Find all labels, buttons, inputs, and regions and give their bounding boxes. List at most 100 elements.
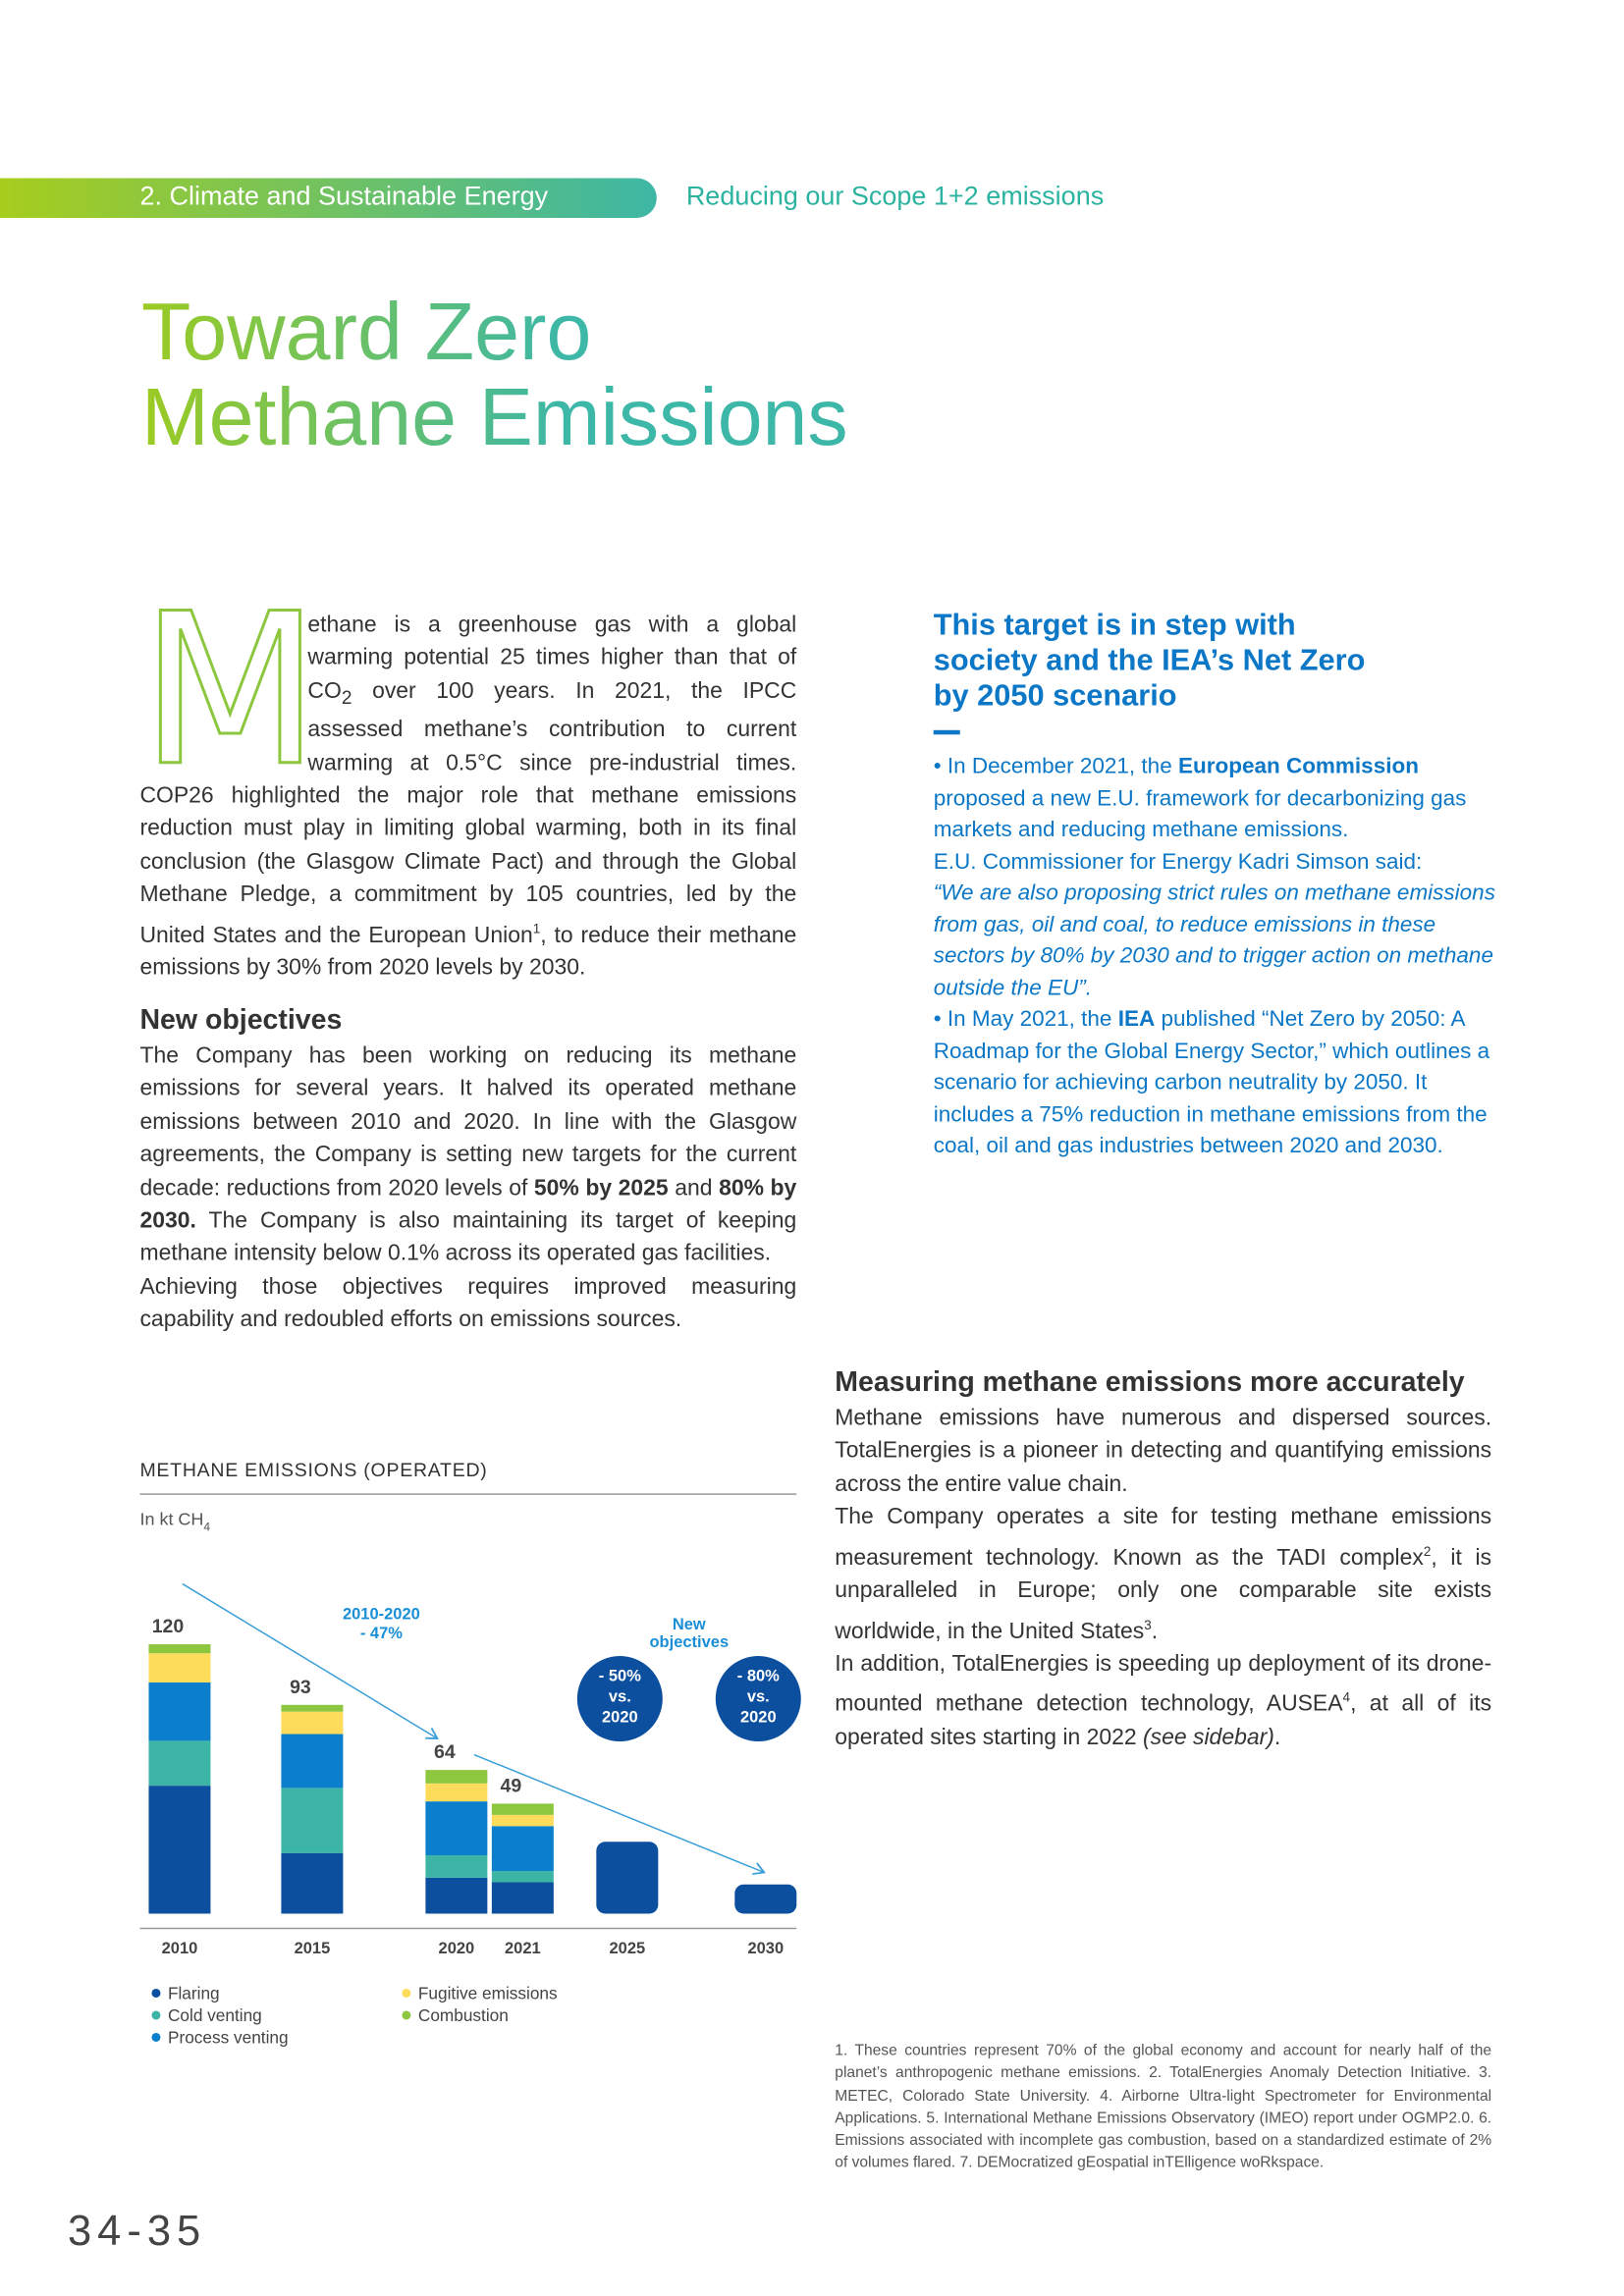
x-tick-label: 2010 bbox=[162, 1940, 198, 1957]
text: The Company operates a site for testing … bbox=[835, 1504, 1492, 1571]
target-bar bbox=[734, 1884, 797, 1914]
subsection-label: Reducing our Scope 1+2 emissions bbox=[685, 181, 1105, 211]
measuring-heading-box: Measuring methane emissions more accurat… bbox=[835, 1367, 1464, 1400]
footnote-ref: 1 bbox=[532, 921, 541, 936]
bar-segment bbox=[148, 1740, 211, 1787]
legend-label: Cold venting bbox=[168, 2005, 262, 2025]
legend-swatch bbox=[402, 2010, 411, 2020]
italic-text: (see sidebar) bbox=[1142, 1725, 1274, 1750]
bar-segment bbox=[491, 1814, 554, 1827]
heading-line: by 2050 scenario bbox=[933, 678, 1177, 713]
text: E.U. Commissioner for Energy Kadri Simso… bbox=[933, 848, 1423, 875]
bold-text: 50% by 2025 bbox=[533, 1175, 669, 1201]
x-tick-label: 2020 bbox=[439, 1940, 475, 1957]
legend-label: Process venting bbox=[168, 2027, 289, 2047]
annotation: 2020 bbox=[740, 1709, 777, 1727]
bold-text: 80% by 2030. bbox=[139, 1175, 797, 1234]
text: published “Net Zero by 2050: A Roadmap f… bbox=[933, 1006, 1490, 1159]
page-number: 34-35 bbox=[67, 2208, 207, 2256]
chart: METHANE EMISSIONS (OPERATED) In kt CH4 1… bbox=[139, 1460, 801, 2047]
unit-label: In kt CH4 bbox=[139, 1510, 210, 1534]
text: . bbox=[1273, 1725, 1281, 1750]
text: The Company has been working on reducing… bbox=[139, 1043, 797, 1201]
legend-swatch bbox=[151, 2032, 161, 2042]
title-line: Toward Zero bbox=[140, 285, 592, 377]
x-tick-label: 2025 bbox=[609, 1940, 645, 1957]
legend-label: Combustion bbox=[418, 2005, 509, 2025]
objectives: The Company has been working on reducing… bbox=[139, 1041, 796, 1337]
bar-segment bbox=[281, 1704, 344, 1712]
legend-swatch bbox=[151, 1988, 161, 1998]
bar-segment bbox=[491, 1803, 554, 1815]
chart-title: METHANE EMISSIONS (OPERATED) bbox=[139, 1460, 487, 1481]
legend-label: Flaring bbox=[168, 1983, 220, 2002]
text: proposed a new E.U. framework for decarb… bbox=[933, 785, 1467, 842]
trend-arrow bbox=[182, 1582, 439, 1739]
x-tick-label: 2021 bbox=[505, 1940, 541, 1957]
drop-cap: M bbox=[138, 569, 322, 813]
text: , to reduce their methane emissions by 3… bbox=[139, 922, 797, 982]
total-label: 64 bbox=[434, 1741, 456, 1763]
text: . bbox=[1151, 1618, 1159, 1644]
trend-arrow bbox=[473, 1753, 766, 1875]
section-heading: Measuring methane emissions more accurat… bbox=[835, 1367, 1465, 1399]
bar-segment bbox=[491, 1826, 554, 1872]
footnote-ref: 3 bbox=[1144, 1617, 1152, 1632]
annotation: vs. bbox=[747, 1688, 770, 1706]
bar-segment bbox=[425, 1770, 488, 1784]
annotation: - 47% bbox=[360, 1625, 403, 1642]
text: The Company is also maintaining its targ… bbox=[139, 1208, 797, 1267]
total-label: 93 bbox=[290, 1677, 311, 1698]
bar-segment bbox=[425, 1877, 488, 1914]
total-label: 120 bbox=[152, 1616, 185, 1637]
bullet: • In December 2021, the European Commiss… bbox=[934, 751, 1496, 1004]
bar-segment bbox=[281, 1852, 344, 1914]
bar-segment bbox=[148, 1786, 211, 1914]
bar-segment bbox=[281, 1788, 344, 1853]
section-pill bbox=[0, 178, 657, 218]
sidebar-rule bbox=[933, 729, 960, 735]
bold-text: European Commission bbox=[1177, 753, 1419, 779]
bar-segment bbox=[491, 1882, 554, 1914]
section-label: 2. Climate and Sustainable Energy bbox=[139, 181, 549, 211]
text: and bbox=[668, 1175, 720, 1201]
heading-line: society and the IEA’s Net Zero bbox=[933, 643, 1366, 677]
bar-segment bbox=[425, 1801, 488, 1856]
bullet: • In May 2021, the IEA published “Net Ze… bbox=[934, 1004, 1496, 1162]
bar-segment bbox=[148, 1682, 211, 1741]
unit-subscript: 4 bbox=[203, 1521, 210, 1534]
target-bar bbox=[596, 1842, 659, 1914]
legend-swatch bbox=[402, 1988, 411, 1998]
annotation: vs. bbox=[609, 1688, 631, 1706]
annotation: New bbox=[673, 1616, 706, 1633]
text: • In December 2021, the bbox=[933, 753, 1178, 779]
objectives-heading-box: New objectives bbox=[139, 1005, 342, 1038]
page-title: Toward Zero Methane Emissions bbox=[141, 289, 848, 459]
text: ethane is a greenhouse gas with a global… bbox=[307, 612, 797, 704]
footnote-ref: 4 bbox=[1342, 1690, 1351, 1706]
annotation: - 80% bbox=[737, 1668, 780, 1685]
subscript: 2 bbox=[341, 685, 352, 709]
bar-segment bbox=[491, 1871, 554, 1883]
x-tick-label: 2030 bbox=[747, 1940, 784, 1957]
x-tick-label: 2015 bbox=[295, 1940, 331, 1957]
objective-badge bbox=[576, 1656, 663, 1742]
text: , at all of its operated sites starting … bbox=[835, 1691, 1492, 1750]
text: Methane emissions have numerous and disp… bbox=[835, 1406, 1492, 1497]
text: over 100 years. In 2021, the IPCC assess… bbox=[139, 678, 797, 948]
annotation: 2020 bbox=[602, 1709, 638, 1727]
measuring: Methane emissions have numerous and disp… bbox=[835, 1403, 1491, 1755]
text: , it is unparalleled in Europe; only one… bbox=[835, 1545, 1492, 1644]
annotation: 2010-2020 bbox=[343, 1606, 420, 1624]
text: Achieving those objectives requires impr… bbox=[139, 1274, 797, 1333]
quote: “We are also proposing strict rules on m… bbox=[933, 880, 1495, 1000]
legend-label: Fugitive emissions bbox=[418, 1983, 558, 2002]
heading-line: This target is in step with bbox=[933, 608, 1296, 642]
sidebar-body: • In December 2021, the European Commiss… bbox=[934, 751, 1496, 1162]
objective-badge bbox=[715, 1656, 801, 1742]
bar-segment bbox=[148, 1653, 211, 1682]
total-label: 49 bbox=[501, 1775, 522, 1796]
title-line: Methane Emissions bbox=[140, 370, 848, 462]
